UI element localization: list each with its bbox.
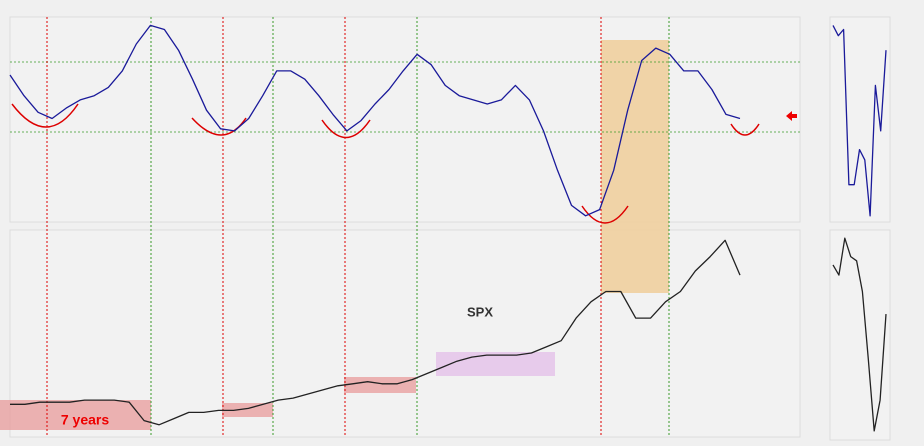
arrow	[786, 111, 797, 121]
shade	[0, 400, 151, 430]
trough-arc	[581, 205, 629, 224]
marks	[9, 24, 887, 432]
series-label: SPX	[467, 304, 493, 319]
data-line	[832, 25, 887, 217]
shade	[436, 352, 555, 376]
trough-arc	[11, 103, 79, 128]
trough-arc	[191, 117, 247, 136]
trough-arc	[730, 123, 760, 136]
data-line	[9, 24, 741, 217]
data-line	[10, 239, 741, 426]
shade	[601, 40, 669, 293]
mini-bottom-panel	[829, 229, 891, 441]
trough-arc	[321, 119, 371, 139]
annotation: 7 years	[61, 412, 109, 428]
shade	[344, 377, 416, 393]
top-panel	[9, 16, 801, 223]
data-line	[832, 237, 887, 432]
shade	[222, 403, 273, 417]
